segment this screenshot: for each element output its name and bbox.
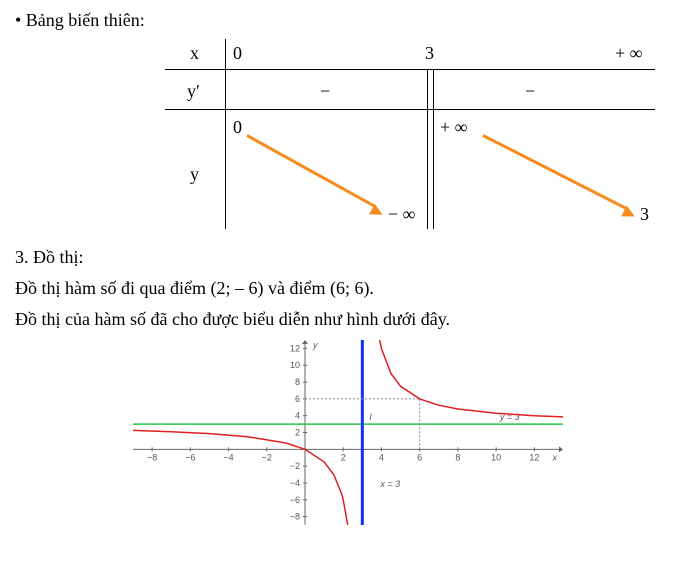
row2-label: y′ <box>187 81 200 102</box>
svg-text:−4: −4 <box>223 452 233 462</box>
row2-v1: − <box>525 81 535 102</box>
variation-table: x 0 3 + ∞ y′ − − y 0 + ∞ − ∞ 3 <box>165 39 655 229</box>
svg-text:−6: −6 <box>185 452 195 462</box>
row1-v2: + ∞ <box>615 43 642 64</box>
svg-text:10: 10 <box>491 452 501 462</box>
arrow-1 <box>246 134 374 207</box>
svg-text:−2: −2 <box>262 452 272 462</box>
svg-text:4: 4 <box>295 411 300 421</box>
svg-text:−2: −2 <box>290 461 300 471</box>
row3-label: y <box>190 164 199 185</box>
svg-text:−4: −4 <box>290 478 300 488</box>
svg-text:12: 12 <box>290 343 300 353</box>
svg-text:2: 2 <box>341 452 346 462</box>
heading-bullet: • Bảng biến thiên: <box>15 10 681 31</box>
svg-text:8: 8 <box>295 377 300 387</box>
row3-bot1: 3 <box>640 204 649 225</box>
svg-text:2: 2 <box>295 428 300 438</box>
arrow-2 <box>482 134 626 209</box>
row1-label: x <box>190 43 199 64</box>
row3-bot0: − ∞ <box>388 204 415 225</box>
svg-text:8: 8 <box>455 452 460 462</box>
section-3-title: 3. Đồ thị: <box>15 247 681 268</box>
svg-text:x = 3: x = 3 <box>379 479 400 489</box>
svg-text:6: 6 <box>417 452 422 462</box>
svg-text:−6: −6 <box>290 495 300 505</box>
row1-v1: 3 <box>425 43 434 64</box>
function-graph: −8−6−4−22468101224681012−2−4−6−8yxy = 3x… <box>133 340 563 525</box>
row2-v0: − <box>320 81 330 102</box>
svg-text:10: 10 <box>290 360 300 370</box>
svg-text:I: I <box>369 412 372 422</box>
svg-text:y: y <box>312 340 318 350</box>
svg-text:−8: −8 <box>147 452 157 462</box>
svg-text:6: 6 <box>295 394 300 404</box>
para-2: Đồ thị của hàm số đã cho được biểu diễn … <box>15 309 681 330</box>
svg-text:x: x <box>552 452 558 462</box>
svg-text:4: 4 <box>379 452 384 462</box>
para-1: Đồ thị hàm số đi qua điểm (2; – 6) và đi… <box>15 278 681 299</box>
row3-top1: + ∞ <box>440 117 467 138</box>
row1-v0: 0 <box>233 43 242 64</box>
svg-text:12: 12 <box>529 452 539 462</box>
svg-text:−8: −8 <box>290 512 300 522</box>
row3-top0: 0 <box>233 117 242 138</box>
